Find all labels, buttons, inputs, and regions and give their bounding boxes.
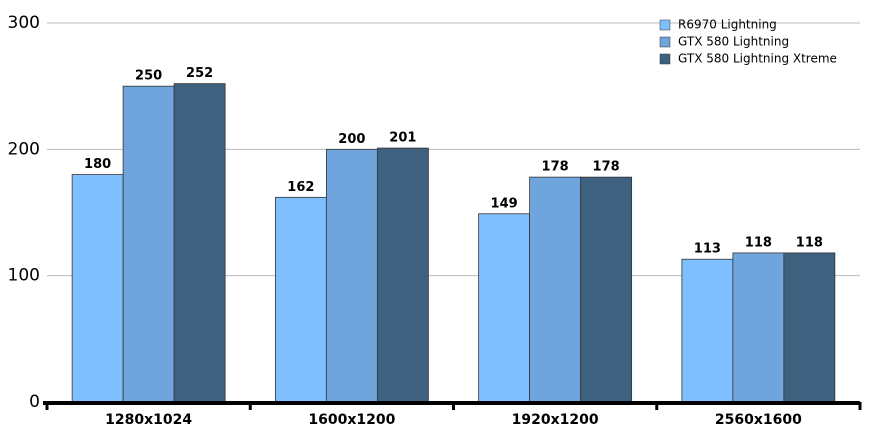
bar [71, 174, 124, 403]
legend-label: GTX 580 Lightning Xtreme [678, 52, 837, 66]
data-label: 118 [745, 235, 772, 250]
data-label: 118 [796, 235, 823, 250]
data-label: 250 [135, 69, 162, 84]
legend-swatch [659, 36, 671, 48]
bar [376, 147, 429, 403]
data-label: 162 [287, 180, 314, 195]
bar [478, 213, 531, 403]
x-tick-label: 1600x1200 [308, 412, 395, 428]
y-tick-label: 100 [8, 266, 40, 286]
bar [783, 252, 836, 403]
y-tick-label: 0 [29, 392, 40, 412]
bar [732, 252, 785, 403]
legend-swatch [659, 53, 671, 65]
x-tick-label: 1280x1024 [105, 412, 192, 428]
data-label: 180 [84, 157, 111, 172]
y-tick-label: 200 [8, 139, 40, 159]
data-label: 178 [542, 160, 569, 175]
bar [529, 176, 582, 403]
y-tick-label: 300 [8, 13, 40, 33]
bar [580, 176, 633, 403]
bar [325, 148, 378, 403]
data-label: 113 [694, 242, 721, 257]
bar [681, 258, 734, 403]
data-label: 149 [491, 196, 518, 211]
x-tick-label: 2560x1600 [715, 412, 802, 428]
x-tick-label: 1920x1200 [512, 412, 599, 428]
data-label: 200 [338, 132, 365, 147]
legend-label: GTX 580 Lightning [678, 35, 789, 49]
legend-swatch [659, 19, 671, 31]
legend-label: R6970 Lightning [678, 18, 777, 32]
data-label: 201 [389, 131, 416, 146]
data-label: 178 [593, 160, 620, 175]
bar [274, 196, 327, 403]
data-label: 252 [186, 66, 213, 81]
bar [173, 83, 226, 403]
bar [122, 85, 175, 403]
